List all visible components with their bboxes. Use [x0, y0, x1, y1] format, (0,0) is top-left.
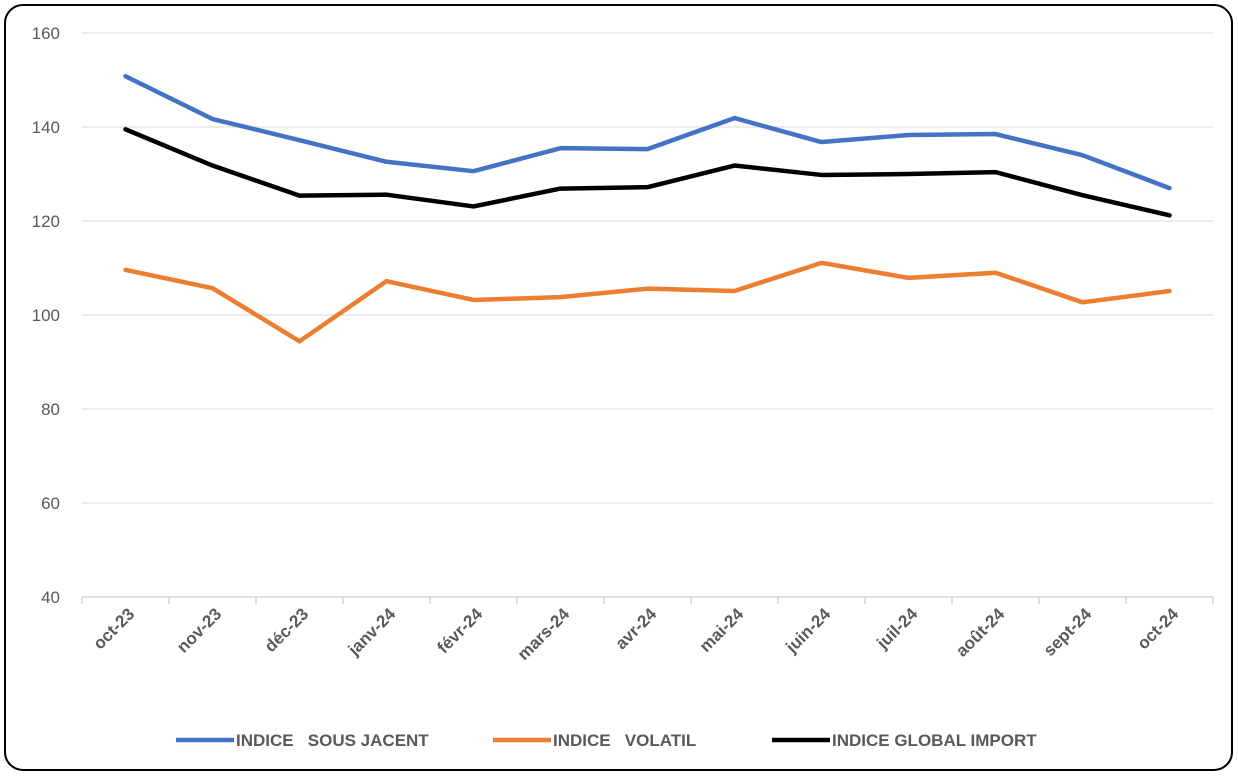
legend-label: INDICE SOUS JACENT	[236, 731, 429, 750]
y-tick-label: 160	[32, 24, 60, 43]
y-tick-label: 100	[32, 306, 60, 325]
legend-label: INDICE VOLATIL	[553, 731, 696, 750]
y-tick-label: 120	[32, 212, 60, 231]
y-tick-label: 80	[41, 400, 60, 419]
y-tick-label: 60	[41, 494, 60, 513]
y-tick-label: 40	[41, 588, 60, 607]
series-line	[123, 127, 1172, 218]
series-line	[123, 73, 1172, 191]
legend-label: INDICE GLOBAL IMPORT	[832, 731, 1037, 750]
y-tick-label: 140	[32, 118, 60, 137]
series-line	[123, 260, 1172, 344]
